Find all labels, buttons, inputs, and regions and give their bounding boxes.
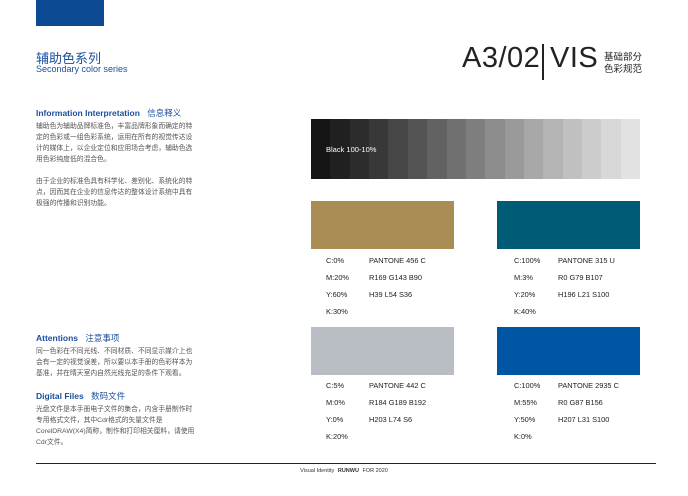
spec-m: M:3% <box>514 273 533 282</box>
spec-pantone: PANTONE 315 U <box>558 256 615 265</box>
spec-hls: H196 L21 S100 <box>558 290 610 299</box>
tint-step <box>543 119 563 179</box>
section-category: 基础部分 <box>604 52 643 63</box>
spec-c: C:100% <box>514 256 541 265</box>
tint-step <box>504 119 524 179</box>
tint-step <box>582 119 602 179</box>
tint-step <box>388 119 408 179</box>
spec-y: Y:0% <box>326 415 344 424</box>
spec-rgb: R169 G143 B90 <box>369 273 423 282</box>
spec-c: C:100% <box>514 381 541 390</box>
brand-color-block <box>36 0 104 26</box>
spec-y: Y:60% <box>326 290 348 299</box>
spec-m: M:0% <box>326 398 345 407</box>
spec-gray-color: PANTONE 442 C R184 G189 B192 H203 L74 S6 <box>369 377 426 428</box>
spec-y: Y:50% <box>514 415 536 424</box>
swatch-gray <box>311 327 454 375</box>
spec-gray-cmyk: C:5% M:0% Y:0% K:20% <box>326 377 348 445</box>
tint-step <box>485 119 505 179</box>
footer-right: FOR 2020 <box>362 468 388 474</box>
tint-step <box>601 119 621 179</box>
digital-heading-en: Digital Files <box>36 391 84 401</box>
page-subtitle: Secondary color series <box>36 64 128 74</box>
spec-k: K:20% <box>326 432 348 441</box>
tint-step <box>330 119 350 179</box>
digital-heading: Digital Files 数码文件 <box>36 390 125 402</box>
tint-step <box>349 119 370 179</box>
tint-step <box>523 119 544 179</box>
tint-step <box>427 119 447 179</box>
spec-k: K:0% <box>514 432 532 441</box>
swatch-teal <box>497 201 640 249</box>
swatch-gold <box>311 201 454 249</box>
footer-left: Visual Identity <box>300 468 335 474</box>
code-divider <box>542 44 544 80</box>
digital-heading-cn: 数码文件 <box>91 391 126 401</box>
page-title: 辅助色系列 <box>36 51 102 66</box>
spec-k: K:40% <box>514 307 536 316</box>
spec-rgb: R0 G79 B107 <box>558 273 603 282</box>
black-tint-label: Black 100-10% <box>326 145 377 154</box>
spec-teal-cmyk: C:100% M:3% Y:20% K:40% <box>514 252 540 320</box>
spec-rgb: R184 G189 B192 <box>369 398 427 407</box>
tint-step <box>562 119 583 179</box>
info-heading-en: Information Interpretation <box>36 108 140 118</box>
spec-pantone: PANTONE 2935 C <box>558 381 619 390</box>
spec-blue-cmyk: C:100% M:55% Y:50% K:0% <box>514 377 540 445</box>
digital-paragraph: 光盘文件是本手册电子文件的集合，内含手册制作时专用格式文件，其中Cdr格式的矢量… <box>36 406 195 446</box>
info-heading: Information Interpretation 信息释义 <box>36 107 181 119</box>
footer: Visual Identity RUNWU FOR 2020 <box>0 468 688 474</box>
spec-c: C:5% <box>326 381 345 390</box>
spec-y: Y:20% <box>514 290 536 299</box>
spec-gold-cmyk: C:0% M:20% Y:60% K:30% <box>326 252 349 320</box>
spec-m: M:55% <box>514 398 538 407</box>
spec-hls: H203 L74 S6 <box>369 415 413 424</box>
spec-teal-color: PANTONE 315 U R0 G79 B107 H196 L21 S100 <box>558 252 615 303</box>
spec-k: K:30% <box>326 307 348 316</box>
spec-hls: H207 L31 S100 <box>558 415 610 424</box>
tint-step <box>465 119 486 179</box>
info-paragraph-2: 由于企业的标准色具有科学化、差别化、系统化的特点，因而其在企业的信息传达的整体设… <box>36 178 193 207</box>
attentions-heading-cn: 注意事项 <box>85 333 120 343</box>
black-tint-bar <box>311 119 641 179</box>
tint-step <box>446 119 466 179</box>
spec-m: M:20% <box>326 273 350 282</box>
section-topic: 色彩规范 <box>604 64 643 75</box>
info-heading-cn: 信息释义 <box>147 108 182 118</box>
section-vis: VIS <box>550 42 599 74</box>
tint-step <box>620 119 641 179</box>
spec-pantone: PANTONE 456 C <box>369 256 426 265</box>
spec-c: C:0% <box>326 256 345 265</box>
swatch-blue <box>497 327 640 375</box>
info-paragraph-1: 辅助色为辅助品牌标准色，丰富品牌形象而确定的特定的色彩或一组色彩系统，运用在所有… <box>36 123 193 163</box>
tint-step <box>311 119 331 179</box>
attentions-paragraph: 同一色彩在不同光线、不同材质、不同显示媒介上也会有一定的视觉误差，所以要以本手册… <box>36 348 193 377</box>
footer-brand: RUNWU <box>337 468 359 474</box>
spec-gold-color: PANTONE 456 C R169 G143 B90 H39 L54 S36 <box>369 252 426 303</box>
attentions-heading-en: Attentions <box>36 333 79 343</box>
spec-blue-color: PANTONE 2935 C R0 G87 B156 H207 L31 S100 <box>558 377 619 428</box>
section-code: A3/02 <box>462 42 541 74</box>
footer-rule <box>36 463 656 464</box>
attentions-heading: Attentions 注意事项 <box>36 332 119 344</box>
tint-step <box>407 119 428 179</box>
spec-rgb: R0 G87 B156 <box>558 398 603 407</box>
tint-step <box>369 119 389 179</box>
spec-hls: H39 L54 S36 <box>369 290 413 299</box>
spec-pantone: PANTONE 442 C <box>369 381 426 390</box>
